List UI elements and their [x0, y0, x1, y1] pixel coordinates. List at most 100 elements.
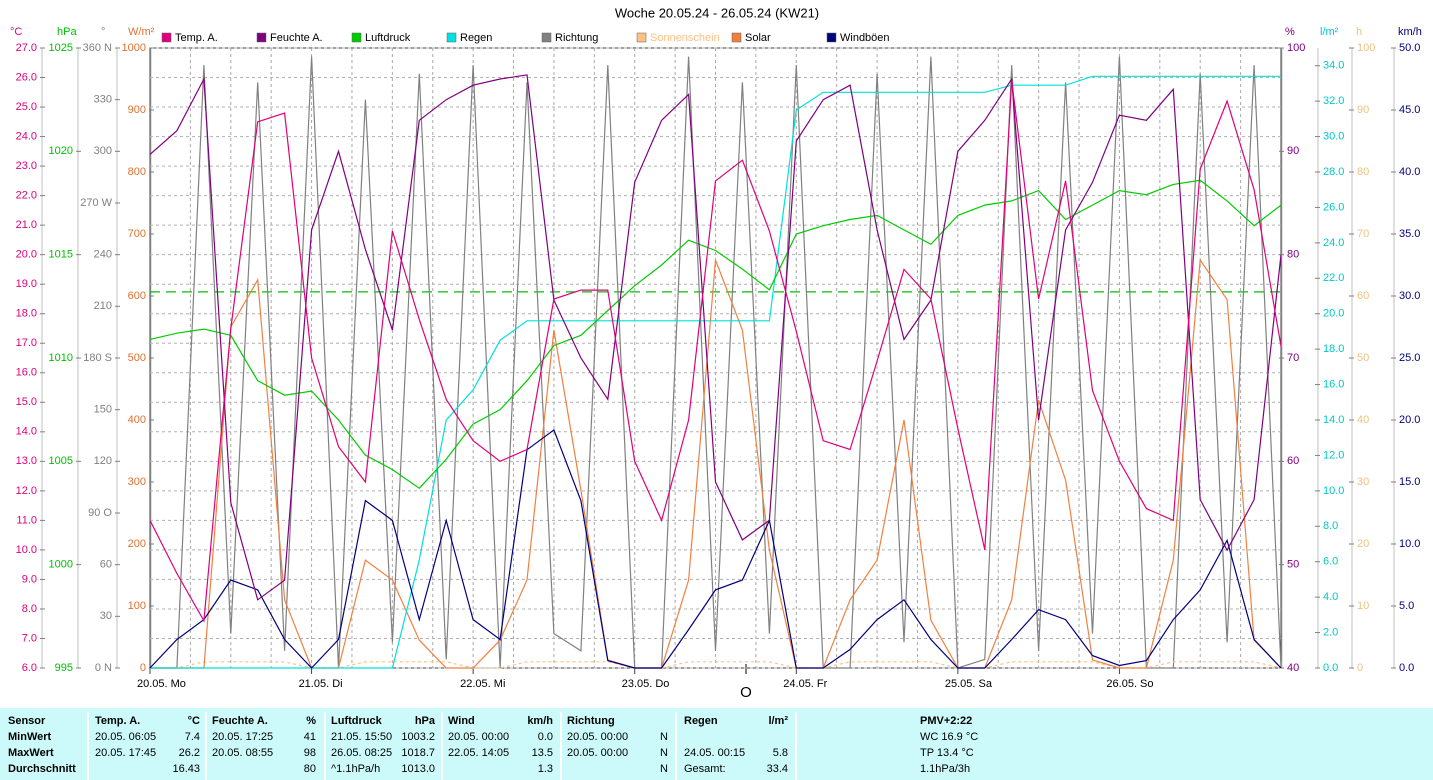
- y-tick-label: 50: [1287, 559, 1299, 571]
- table-cell: 26.05. 08:25: [331, 747, 392, 759]
- y-tick-label: 20: [1357, 538, 1369, 550]
- y-tick-label: 90 O: [88, 507, 112, 519]
- table-cell: TP 13.4 °C: [920, 747, 974, 759]
- series-line: [149, 179, 1282, 489]
- y-tick-label: 16.0: [16, 367, 37, 379]
- table-header: PMV+2:22: [920, 715, 972, 727]
- y-tick-label: 12.0: [16, 485, 37, 497]
- table-cell: 24.05. 00:15: [684, 747, 745, 759]
- y-tick-label: 210: [94, 300, 112, 312]
- table-cell: 1003.2: [401, 731, 435, 743]
- y-tick-label: 70: [1287, 352, 1299, 364]
- y-tick-label: 0 N: [95, 662, 112, 674]
- y-tick-label: 26.0: [16, 71, 37, 83]
- y-tick-label: 90: [1287, 145, 1299, 157]
- y-tick-label: 1000: [49, 559, 73, 571]
- table-cell: 21.05. 15:50: [331, 731, 392, 743]
- y-tick-label: 18.0: [16, 308, 37, 320]
- y-tick-label: 600: [128, 290, 146, 302]
- y-tick-label: 22.0: [1323, 272, 1344, 284]
- table-cell: 13.5: [532, 747, 553, 759]
- table-cell: 22.05. 14:05: [448, 747, 509, 759]
- table-cell: Gesamt:: [684, 763, 726, 775]
- table-cell: 5.8: [773, 747, 788, 759]
- table-header: Richtung: [567, 715, 615, 727]
- legend-swatch: [731, 32, 742, 43]
- stats-table-background: [0, 708, 1433, 780]
- legend-swatch: [541, 32, 552, 43]
- y-tick-label: 360 N: [83, 42, 112, 54]
- x-tick-label: 24.05. Fr: [783, 678, 827, 690]
- table-cell: WC 16.9 °C: [920, 731, 978, 743]
- y-tick-label: 180 S: [83, 352, 112, 364]
- y-tick-label: 0.0: [1323, 662, 1338, 674]
- legend-label: Sonnenschein: [650, 32, 720, 44]
- legend-label: Luftdruck: [365, 32, 411, 44]
- y-tick-label: 900: [128, 104, 146, 116]
- y-tick-label: 1010: [49, 352, 73, 364]
- y-tick-label: 19.0: [16, 278, 37, 290]
- y-tick-label: 28.0: [1323, 166, 1344, 178]
- legend-swatch: [161, 32, 172, 43]
- table-cell: 20.05. 17:45: [95, 747, 156, 759]
- y-tick-label: 9.0: [22, 573, 37, 585]
- table-header: Luftdruck: [331, 715, 383, 727]
- axis-unit: W/m²: [128, 26, 155, 38]
- x-tick-label: 20.05. Mo: [137, 678, 186, 690]
- series-line: [150, 661, 1282, 669]
- table-cell: 41: [304, 731, 316, 743]
- y-tick-label: 120: [94, 455, 112, 467]
- y-tick-label: 40.0: [1399, 166, 1420, 178]
- y-tick-label: 16.0: [1323, 378, 1344, 390]
- y-tick-label: 60: [1357, 290, 1369, 302]
- y-tick-label: 20.0: [1323, 308, 1344, 320]
- table-cell: 20.05. 06:05: [95, 731, 156, 743]
- y-tick-label: 330: [94, 94, 112, 106]
- y-tick-label: 34.0: [1323, 60, 1344, 72]
- y-tick-label: 25.0: [16, 101, 37, 113]
- y-tick-label: 26.0: [1323, 201, 1344, 213]
- y-tick-label: 17.0: [16, 337, 37, 349]
- x-tick-label: 21.05. Di: [299, 678, 343, 690]
- table-cell: 20.05. 00:00: [448, 731, 509, 743]
- y-tick-label: 270 W: [80, 197, 112, 209]
- y-tick-label: 60: [100, 559, 112, 571]
- chart-title: Woche 20.05.24 - 26.05.24 (KW21): [615, 5, 819, 20]
- table-cell: 20.05. 00:00: [567, 731, 628, 743]
- y-tick-label: 1000: [122, 42, 146, 54]
- stats-table: Sensor Temp. A. °C Feuchte A.% Luftdruck hPa W…: [8, 712, 978, 780]
- y-tick-label: 0: [1357, 662, 1363, 674]
- y-tick-label: 8.0: [22, 603, 37, 615]
- table-header: l/m²: [768, 715, 788, 727]
- table-cell: 16.43: [172, 763, 200, 775]
- table-header: hPa: [415, 715, 436, 727]
- legend-swatch: [446, 32, 457, 43]
- y-tick-label: 100: [1287, 42, 1305, 54]
- table-cell: 20.05. 00:00: [567, 747, 628, 759]
- table-cell: 26.2: [179, 747, 200, 759]
- y-tick-label: 30.0: [1399, 290, 1420, 302]
- x-tick-label: 22.05. Mi: [460, 678, 505, 690]
- y-tick-label: 20.0: [1399, 414, 1420, 426]
- y-tick-label: 8.0: [1323, 520, 1338, 532]
- y-tick-label: 30: [100, 610, 112, 622]
- legend-label: Richtung: [555, 32, 598, 44]
- table-header: Temp. A.: [95, 715, 140, 727]
- table-cell: 20.05. 08:55: [212, 747, 273, 759]
- y-tick-label: 4.0: [1323, 591, 1338, 603]
- annotation: O: [740, 684, 752, 701]
- y-tick-label: 25.0: [1399, 352, 1420, 364]
- y-tick-label: 1005: [49, 455, 73, 467]
- table-cell: 1013.0: [401, 763, 435, 775]
- y-tick-label: 14.0: [1323, 414, 1344, 426]
- series-line: [149, 74, 1282, 601]
- y-tick-label: 23.0: [16, 160, 37, 172]
- table-header: °C: [188, 715, 200, 727]
- y-tick-label: 13.0: [16, 455, 37, 467]
- y-tick-label: 45.0: [1399, 104, 1420, 116]
- y-tick-label: 300: [94, 145, 112, 157]
- series-line: [150, 75, 1281, 669]
- table-header: Feuchte A.: [212, 715, 268, 727]
- y-tick-label: 5.0: [1399, 600, 1414, 612]
